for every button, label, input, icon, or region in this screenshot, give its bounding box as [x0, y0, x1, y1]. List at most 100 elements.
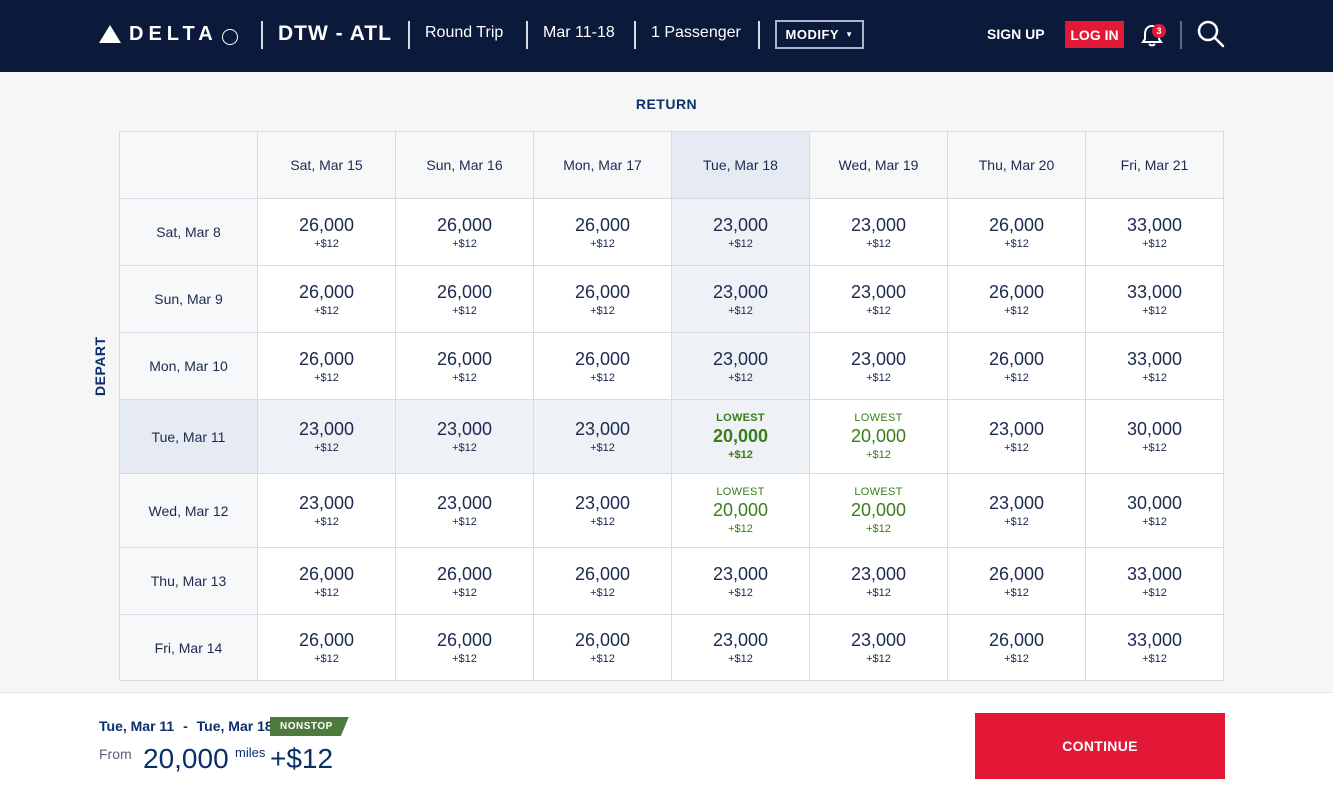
fare-cell[interactable]: 23,000 +$12 — [395, 399, 534, 474]
fare-fee: +$12 — [590, 586, 615, 599]
fare-fee: +$12 — [314, 304, 339, 317]
fare-cell[interactable]: 23,000 +$12 — [809, 614, 948, 681]
fare-cell[interactable]: 30,000 +$12 — [1085, 473, 1224, 548]
fare-cell[interactable]: 23,000 +$12 — [395, 473, 534, 548]
fare-cell[interactable]: 23,000 +$12 — [809, 198, 948, 266]
return-date-header: Fri, Mar 21 — [1085, 131, 1224, 199]
fare-cell[interactable]: 26,000 +$12 — [257, 547, 396, 615]
fare-cell[interactable]: 26,000 +$12 — [533, 198, 672, 266]
fare-cell[interactable]: 23,000 +$12 — [947, 399, 1086, 474]
fare-cell[interactable]: LOWEST 20,000 +$12 — [809, 399, 948, 474]
fare-cell[interactable]: 26,000 +$12 — [947, 614, 1086, 681]
return-date-header: Wed, Mar 19 — [809, 131, 948, 199]
fare-cell[interactable]: 26,000 +$12 — [533, 332, 672, 400]
fare-fee: +$12 — [1142, 442, 1167, 454]
fare-miles: 26,000 — [298, 348, 355, 369]
fare-fee: +$12 — [452, 304, 477, 317]
fare-cell[interactable]: 26,000 +$12 — [257, 198, 396, 266]
fare-miles: 20,000 — [850, 425, 907, 446]
fare-cell[interactable]: 23,000 +$12 — [533, 399, 672, 474]
nonstop-badge: NONSTOP — [270, 717, 349, 736]
fare-cell[interactable]: 26,000 +$12 — [947, 265, 1086, 333]
return-date-header: Sat, Mar 15 — [257, 131, 396, 199]
fare-miles: 23,000 — [988, 419, 1045, 439]
fare-miles: 23,000 — [850, 214, 907, 235]
fare-cell[interactable]: 26,000 +$12 — [533, 614, 672, 681]
fare-fee: +$12 — [1004, 237, 1029, 250]
fare-cell[interactable]: 26,000 +$12 — [947, 198, 1086, 266]
depart-row: Fri, Mar 14 26,000 +$12 26,000 +$12 26,000 +$1… — [119, 614, 1224, 681]
fare-cell[interactable]: 23,000 +$12 — [809, 332, 948, 400]
fare-cell[interactable]: 23,000 +$12 — [809, 547, 948, 615]
fare-cell[interactable]: 33,000 +$12 — [1085, 332, 1224, 400]
fare-cell[interactable]: 26,000 +$12 — [257, 265, 396, 333]
fare-miles: 26,000 — [436, 281, 493, 302]
fare-cell[interactable]: LOWEST 20,000 +$12 — [671, 473, 810, 548]
fare-fee: +$12 — [314, 442, 339, 454]
depart-row: Sat, Mar 8 26,000 +$12 26,000 +$12 26,000 +$12… — [119, 198, 1224, 266]
fare-cell[interactable]: 26,000 +$12 — [395, 332, 534, 400]
fare-miles: 26,000 — [436, 348, 493, 369]
fare-cell[interactable]: 33,000 +$12 — [1085, 198, 1224, 266]
miles-unit: miles — [235, 745, 266, 760]
fare-cell[interactable]: 23,000 +$12 — [671, 547, 810, 615]
fare-cell[interactable]: 26,000 +$12 — [395, 614, 534, 681]
modify-button[interactable]: MODIFY ▼ — [775, 20, 864, 49]
fare-cell[interactable]: 23,000 +$12 — [809, 265, 948, 333]
lowest-fare-tag: LOWEST — [716, 411, 765, 424]
fare-cell[interactable]: 23,000 +$12 — [671, 332, 810, 400]
fare-cell-selected[interactable]: LOWEST 20,000 +$12 — [671, 399, 810, 474]
fare-cell[interactable]: 26,000 +$12 — [257, 614, 396, 681]
fare-cell[interactable]: 26,000 +$12 — [947, 332, 1086, 400]
selected-depart-date: Tue, Mar 11 — [99, 718, 175, 734]
fare-fee: +$12 — [452, 442, 477, 454]
fare-cell[interactable]: 30,000 +$12 — [1085, 399, 1224, 474]
fare-cell[interactable]: 26,000 +$12 — [947, 547, 1086, 615]
fare-fee: +$12 — [1142, 653, 1167, 665]
delta-widget-icon — [99, 25, 121, 43]
modify-label: MODIFY — [785, 27, 840, 42]
continue-button[interactable]: CONTINUE — [975, 713, 1225, 779]
fare-cell[interactable]: 26,000 +$12 — [395, 198, 534, 266]
fare-cell[interactable]: 26,000 +$12 — [257, 332, 396, 400]
depart-date-label: Mon, Mar 10 — [119, 332, 258, 400]
fare-cell[interactable]: 26,000 +$12 — [395, 547, 534, 615]
fare-miles: 23,000 — [574, 419, 631, 439]
fare-cell[interactable]: 23,000 +$12 — [257, 399, 396, 474]
fare-miles: 26,000 — [574, 214, 631, 235]
depart-axis-label: DEPART — [92, 336, 108, 396]
fare-miles: 23,000 — [712, 214, 769, 235]
fare-fee: +$12 — [1004, 516, 1029, 528]
sign-up-link[interactable]: SIGN UP — [987, 26, 1045, 42]
fare-fee: +$12 — [728, 237, 753, 250]
fare-miles: 26,000 — [988, 348, 1045, 369]
fare-miles: 26,000 — [574, 348, 631, 369]
fare-miles: 26,000 — [298, 630, 355, 650]
fare-cell[interactable]: 23,000 +$12 — [671, 198, 810, 266]
fare-cell[interactable]: 33,000 +$12 — [1085, 265, 1224, 333]
fare-fee: +$12 — [590, 516, 615, 528]
fare-cell[interactable]: 33,000 +$12 — [1085, 547, 1224, 615]
fare-miles: 33,000 — [1126, 563, 1183, 584]
fare-cell[interactable]: 23,000 +$12 — [671, 265, 810, 333]
fare-cell[interactable]: 26,000 +$12 — [533, 547, 672, 615]
fare-cell[interactable]: 26,000 +$12 — [395, 265, 534, 333]
fare-cell[interactable]: 23,000 +$12 — [947, 473, 1086, 548]
depart-date-label: Sat, Mar 8 — [119, 198, 258, 266]
search-icon[interactable] — [1197, 20, 1225, 48]
fare-fee: +$12 — [314, 586, 339, 599]
log-in-button[interactable]: LOG IN — [1065, 21, 1124, 48]
fare-cell[interactable]: 33,000 +$12 — [1085, 614, 1224, 681]
fare-cell[interactable]: 26,000 +$12 — [533, 265, 672, 333]
header-divider — [758, 21, 760, 49]
fare-cell[interactable]: 23,000 +$12 — [257, 473, 396, 548]
fare-cell[interactable]: 23,000 +$12 — [671, 614, 810, 681]
fare-miles: 23,000 — [850, 281, 907, 302]
delta-logo[interactable]: DELTA — [99, 22, 238, 46]
fare-cell[interactable]: 23,000 +$12 — [533, 473, 672, 548]
fare-fee: +$12 — [1004, 304, 1029, 317]
fare-miles: 23,000 — [712, 563, 769, 584]
fare-miles: 23,000 — [712, 281, 769, 302]
fare-miles: 30,000 — [1126, 419, 1183, 439]
fare-cell[interactable]: LOWEST 20,000 +$12 — [809, 473, 948, 548]
